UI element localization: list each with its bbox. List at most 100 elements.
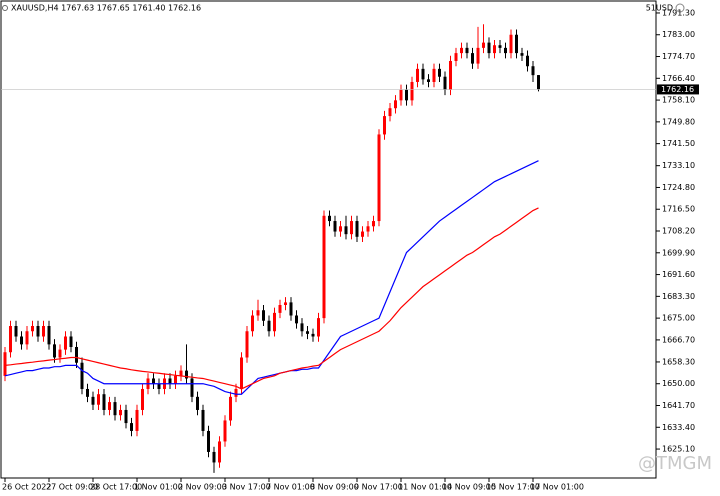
candle-body — [295, 315, 298, 324]
y-tick-label: 1675.00 — [662, 314, 695, 323]
candle-body — [223, 420, 227, 442]
y-tick-label: 1658.30 — [662, 357, 695, 366]
candle-body — [218, 441, 221, 463]
candle-body — [317, 318, 320, 337]
candle-body — [130, 423, 133, 431]
y-tick-label: 1708.20 — [662, 227, 695, 236]
y-tick-label: 1683.30 — [662, 292, 695, 301]
candle-body — [531, 66, 535, 76]
plot-frame — [0, 0, 657, 479]
y-tick-label: 1733.10 — [662, 161, 695, 170]
y-tick-label: 1758.10 — [662, 96, 695, 105]
candle-body — [372, 221, 375, 227]
candle-body — [366, 226, 370, 232]
candle-body — [377, 134, 381, 222]
candle-body — [344, 226, 348, 235]
candle-body — [185, 370, 188, 379]
y-tick-label: 1716.50 — [662, 205, 695, 214]
candle-body — [443, 76, 447, 90]
y-tick-label: 1741.50 — [662, 139, 695, 148]
x-tick-label: 27 Oct 09:00 — [46, 483, 98, 492]
candle-body — [53, 344, 56, 358]
x-tick-label: 26 Oct 2022 — [2, 483, 51, 492]
candle-body — [14, 325, 18, 337]
y-tick-label: 1724.80 — [662, 183, 695, 192]
candle-body — [333, 221, 337, 232]
candle-body — [427, 79, 430, 82]
candle-body — [251, 315, 254, 332]
x-tick-label: 1 Nov 01:00 — [134, 483, 183, 492]
candle-body — [3, 352, 7, 376]
candle-body — [289, 302, 293, 316]
y-tick-label: 1633.40 — [662, 423, 695, 432]
candle-body — [493, 45, 496, 54]
candle-body — [449, 60, 452, 90]
candle-body — [284, 302, 287, 306]
candle-body — [240, 357, 243, 389]
candle-body — [520, 53, 524, 56]
candle-body — [267, 320, 271, 332]
candle-body — [432, 68, 436, 82]
candle-body — [476, 47, 480, 64]
candle-body — [152, 378, 155, 384]
candle-body — [410, 81, 414, 101]
moving-average-line — [4, 160, 539, 395]
candle-body — [399, 89, 403, 101]
candle-body — [179, 370, 183, 376]
y-tick-label: 1650.00 — [662, 379, 695, 388]
candle-body — [328, 215, 331, 222]
candle-body — [421, 68, 425, 80]
last-price-box — [657, 84, 699, 95]
y-tick-label: 1766.40 — [662, 74, 695, 83]
y-tick-label: 1666.70 — [662, 335, 695, 344]
candle-body — [91, 396, 95, 405]
candle-body — [108, 402, 111, 410]
candle-body — [465, 47, 469, 54]
candle-body — [405, 89, 408, 101]
candle-body — [306, 331, 309, 334]
y-tick-label: 1774.70 — [662, 52, 695, 61]
x-tick-label: 3 Nov 17:00 — [222, 483, 271, 492]
candle-body — [168, 378, 172, 384]
candle-body — [64, 336, 67, 350]
candle-body — [454, 53, 458, 61]
x-tick-label: 8 Nov 09:00 — [310, 483, 359, 492]
candle-body — [135, 409, 139, 431]
last-price-label: 1762.16 — [661, 85, 694, 94]
candle-body — [498, 45, 502, 48]
candle-body — [80, 362, 84, 389]
candle-body — [102, 394, 106, 410]
candle-body — [196, 396, 199, 410]
candle-body — [234, 388, 238, 397]
y-tick-label: 1783.00 — [662, 30, 695, 39]
y-tick-label: 1691.60 — [662, 270, 695, 279]
candle-body — [537, 75, 540, 90]
x-tick-label: 11 Nov 01:00 — [398, 483, 452, 492]
candle-body — [69, 336, 73, 347]
candle-body — [157, 383, 161, 389]
candle-body — [416, 68, 419, 82]
candle-body — [174, 375, 177, 384]
y-tick-label: 1791.30 — [662, 8, 695, 17]
candle-body — [190, 378, 194, 397]
candle-body — [207, 430, 210, 452]
x-tick-label: 2 Nov 09:00 — [178, 483, 227, 492]
candle-body — [75, 346, 78, 363]
y-tick-label: 1625.10 — [662, 445, 695, 454]
y-tick-label: 1749.80 — [662, 117, 695, 126]
candle-body — [58, 349, 62, 358]
candle-body — [394, 100, 397, 109]
candle-body — [31, 325, 34, 332]
candle-body — [509, 34, 513, 54]
candle-body — [526, 55, 529, 67]
candle-body — [20, 336, 23, 345]
candle-body — [487, 42, 491, 54]
y-tick-label: 1641.70 — [662, 401, 695, 410]
candle-body — [9, 325, 12, 353]
candle-body — [201, 409, 205, 431]
candle-body — [273, 312, 276, 332]
candle-body — [460, 47, 463, 54]
candle-body — [482, 42, 485, 48]
candle-body — [471, 53, 474, 64]
